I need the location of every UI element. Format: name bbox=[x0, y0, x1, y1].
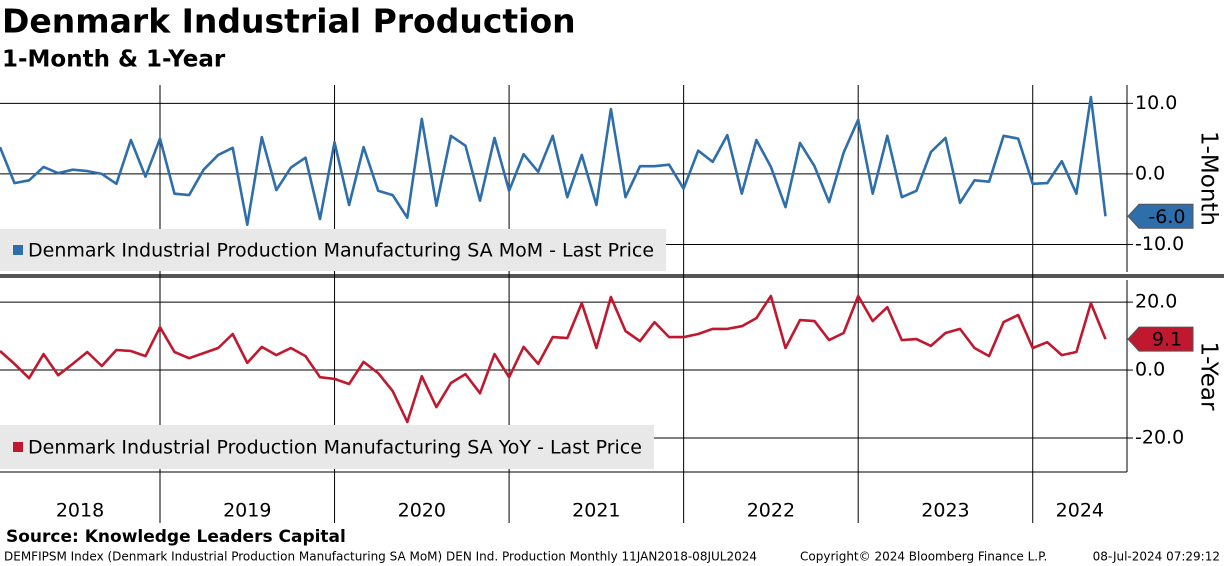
y-tick-label: -10.0 bbox=[1135, 233, 1184, 255]
legend-label: Denmark Industrial Production Manufactur… bbox=[28, 240, 654, 262]
y-tick-label: -20.0 bbox=[1135, 427, 1184, 449]
x-tick-label: 2020 bbox=[398, 500, 446, 522]
x-tick-label: 2022 bbox=[747, 500, 795, 522]
y-tick-label: 0.0 bbox=[1135, 162, 1165, 184]
y-tick-label: 20.0 bbox=[1135, 291, 1177, 313]
line-series bbox=[0, 95, 1107, 226]
legend-label: Denmark Industrial Production Manufactur… bbox=[28, 437, 642, 459]
value-label: 9.1 bbox=[1152, 329, 1182, 351]
legend-swatch bbox=[13, 442, 23, 452]
legend: Denmark Industrial Production Manufactur… bbox=[0, 425, 654, 469]
value-tag bbox=[1127, 203, 1194, 229]
legend: Denmark Industrial Production Manufactur… bbox=[0, 229, 667, 271]
chart-subtitle: 1-Month & 1-Year bbox=[2, 47, 226, 73]
legend-box bbox=[0, 229, 667, 271]
x-tick-label: 2021 bbox=[572, 500, 620, 522]
y-axis-title: 1-Year bbox=[1196, 342, 1222, 411]
legend-swatch bbox=[13, 245, 23, 255]
x-tick-label: 2018 bbox=[56, 500, 104, 522]
value-tag bbox=[1127, 326, 1194, 352]
y-tick-label: 0.0 bbox=[1135, 359, 1165, 381]
source: Source: Knowledge Leaders Capital bbox=[6, 527, 346, 547]
footer-left: DEMFIPSM Index (Denmark Industrial Produ… bbox=[4, 550, 757, 564]
x-tick-label: 2024 bbox=[1056, 500, 1104, 522]
y-axis-title: 1-Month bbox=[1196, 131, 1222, 226]
y-tick-label: 10.0 bbox=[1135, 92, 1177, 114]
x-tick-label: 2023 bbox=[921, 500, 969, 522]
chart-title: Denmark Industrial Production bbox=[2, 2, 576, 41]
legend-box bbox=[0, 425, 654, 469]
panel-separator bbox=[0, 274, 1224, 278]
x-tick-label: 2019 bbox=[223, 500, 271, 522]
footer-date: 08-Jul-2024 07:29:12 bbox=[1093, 550, 1220, 564]
value-label: -6.0 bbox=[1148, 206, 1185, 228]
footer-copyright: Copyright© 2024 Bloomberg Finance L.P. bbox=[800, 550, 1047, 564]
line-series bbox=[0, 294, 1107, 424]
